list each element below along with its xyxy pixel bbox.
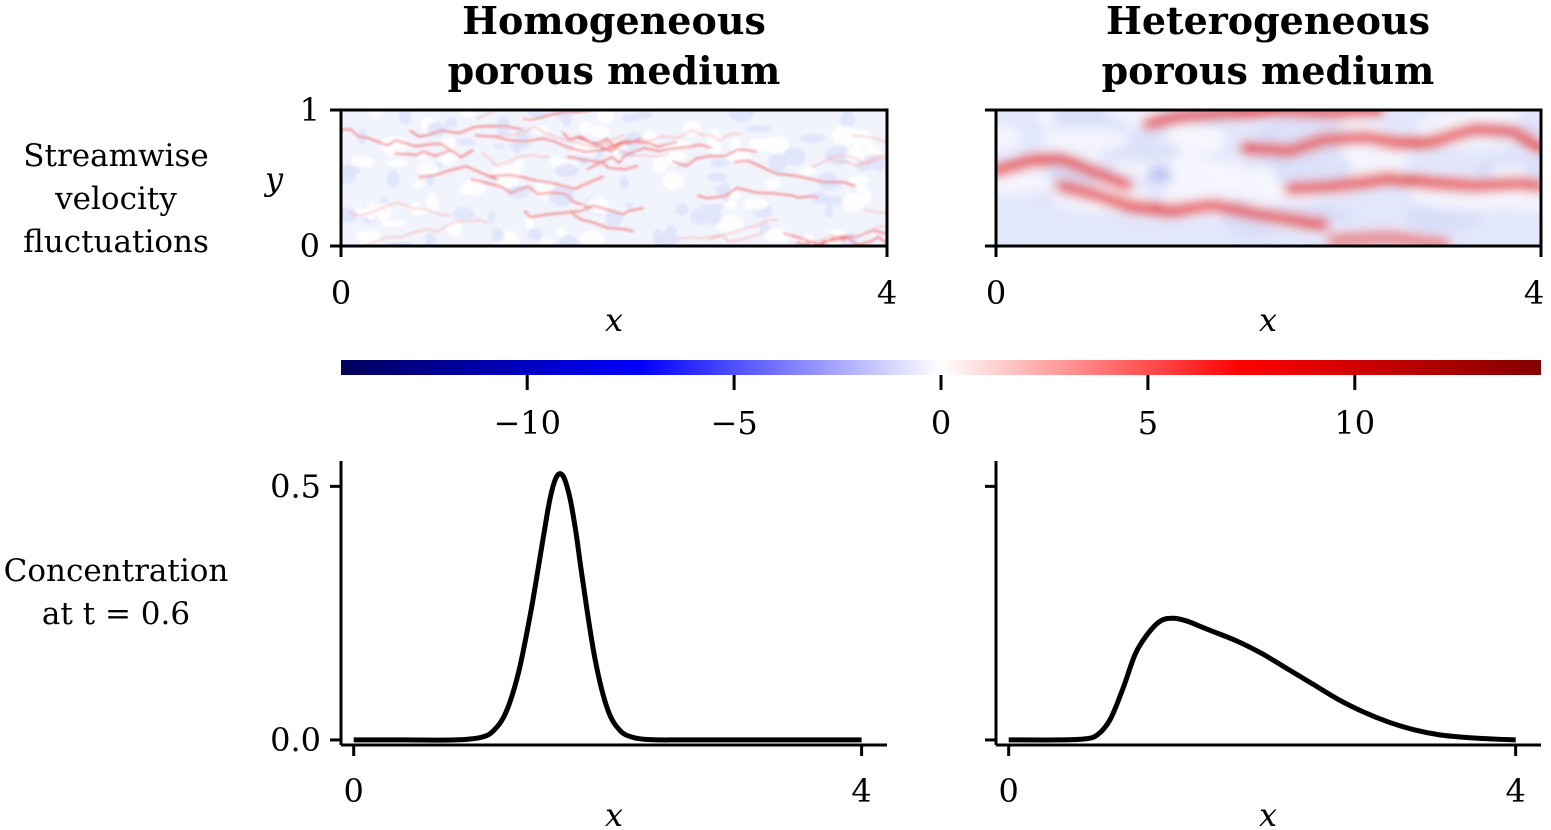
colorbar-tick-label: 10 bbox=[1334, 404, 1375, 442]
homogeneous-conc-xlabel: x bbox=[605, 796, 623, 830]
column-title-heterogeneous-line1: Heterogeneous bbox=[1106, 0, 1430, 43]
homogeneous-xtick-0: 0 bbox=[331, 274, 351, 312]
heterogeneous-texture bbox=[996, 110, 1541, 246]
colorbar-gradient bbox=[341, 360, 1541, 375]
heatmap-heterogeneous-axes: 0 4 x bbox=[985, 108, 1544, 339]
heatmap-heterogeneous bbox=[994, 108, 1543, 248]
homogeneous-concentration-line bbox=[353, 471, 862, 743]
homogeneous-ytick-0: 0 bbox=[300, 227, 320, 265]
homogeneous-ytick-1: 1 bbox=[300, 91, 320, 129]
homogeneous-xtick-4: 4 bbox=[877, 274, 897, 312]
homogeneous-ylabel: y bbox=[263, 160, 284, 198]
homogeneous-heatmap-frame bbox=[339, 108, 889, 248]
conc-xtick-label: 0 bbox=[344, 772, 364, 810]
column-title-homogeneous-line2: porous medium bbox=[448, 48, 781, 93]
conc-xtick-label: 4 bbox=[851, 772, 871, 810]
conc-ytick-label: 0.0 bbox=[270, 721, 321, 759]
heatmap-homogeneous-axes: 0 4 1 0 x y bbox=[263, 91, 897, 339]
row-label-concentration-line2: at t = 0.6 bbox=[42, 596, 190, 632]
colorbar: −10 −5 0 5 10 bbox=[341, 360, 1541, 442]
heterogeneous-xtick-0: 0 bbox=[986, 274, 1006, 312]
conc-xtick-label: 0 bbox=[998, 772, 1018, 810]
heterogeneous-concentration-line bbox=[1008, 615, 1516, 743]
row-label-concentration-line1: Concentration bbox=[4, 553, 229, 589]
colorbar-tick-label: 0 bbox=[931, 404, 951, 442]
homogeneous-conc-ticks: 0 4 0.0 0.5 bbox=[270, 467, 872, 810]
column-title-homogeneous-line1: Homogeneous bbox=[462, 0, 766, 43]
colorbar-tick-label: −10 bbox=[493, 404, 561, 442]
colorbar-tick-label: 5 bbox=[1138, 404, 1158, 442]
column-title-heterogeneous-line2: porous medium bbox=[1102, 48, 1435, 93]
heterogeneous-xlabel: x bbox=[1259, 301, 1277, 339]
row-label-velocity-line2: velocity bbox=[54, 181, 177, 217]
row-label-velocity-line1: Streamwise bbox=[23, 138, 208, 174]
conc-ytick-label: 0.5 bbox=[270, 467, 321, 505]
row-label-velocity-line3: fluctuations bbox=[23, 224, 209, 260]
colorbar-ticks: −10 −5 0 5 10 bbox=[493, 375, 1375, 442]
colorbar-tick-label: −5 bbox=[711, 404, 758, 442]
concentration-homogeneous: 0 4 0.0 0.5 x bbox=[270, 461, 887, 830]
heterogeneous-heatmap-frame bbox=[994, 108, 1543, 248]
homogeneous-xlabel: x bbox=[605, 301, 623, 339]
heterogeneous-conc-xlabel: x bbox=[1259, 796, 1277, 830]
conc-xtick-label: 4 bbox=[1505, 772, 1525, 810]
homogeneous-texture bbox=[341, 110, 887, 246]
heatmap-homogeneous bbox=[339, 108, 889, 248]
heterogeneous-xtick-4: 4 bbox=[1524, 274, 1544, 312]
